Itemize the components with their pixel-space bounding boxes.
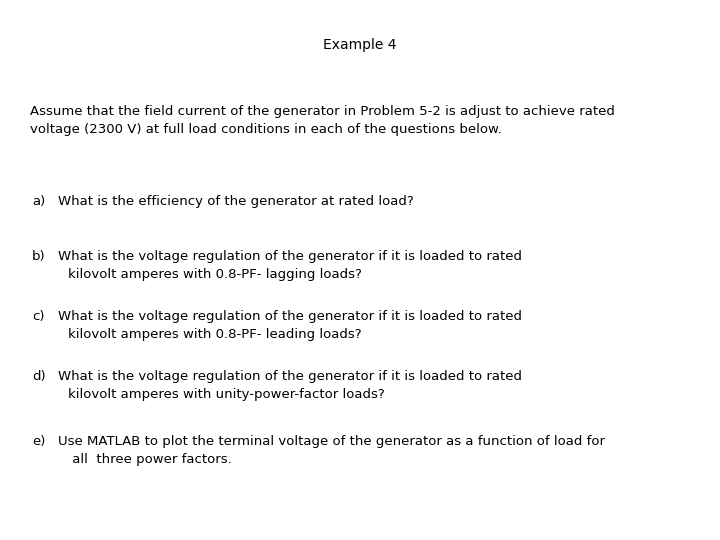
Text: What is the voltage regulation of the generator if it is loaded to rated: What is the voltage regulation of the ge… [58, 370, 522, 383]
Text: What is the voltage regulation of the generator if it is loaded to rated: What is the voltage regulation of the ge… [58, 250, 522, 263]
Text: Use MATLAB to plot the terminal voltage of the generator as a function of load f: Use MATLAB to plot the terminal voltage … [58, 435, 605, 448]
Text: What is the efficiency of the generator at rated load?: What is the efficiency of the generator … [58, 195, 414, 208]
Text: voltage (2300 V) at full load conditions in each of the questions below.: voltage (2300 V) at full load conditions… [30, 123, 502, 136]
Text: What is the voltage regulation of the generator if it is loaded to rated: What is the voltage regulation of the ge… [58, 310, 522, 323]
Text: e): e) [32, 435, 45, 448]
Text: Assume that the field current of the generator in Problem 5-2 is adjust to achie: Assume that the field current of the gen… [30, 105, 615, 118]
Text: a): a) [32, 195, 45, 208]
Text: c): c) [32, 310, 45, 323]
Text: kilovolt amperes with 0.8-PF- lagging loads?: kilovolt amperes with 0.8-PF- lagging lo… [68, 268, 362, 281]
Text: Example 4: Example 4 [323, 38, 397, 52]
Text: b): b) [32, 250, 45, 263]
Text: kilovolt amperes with unity-power-factor loads?: kilovolt amperes with unity-power-factor… [68, 388, 384, 401]
Text: d): d) [32, 370, 45, 383]
Text: kilovolt amperes with 0.8-PF- leading loads?: kilovolt amperes with 0.8-PF- leading lo… [68, 328, 361, 341]
Text: all  three power factors.: all three power factors. [68, 453, 232, 466]
